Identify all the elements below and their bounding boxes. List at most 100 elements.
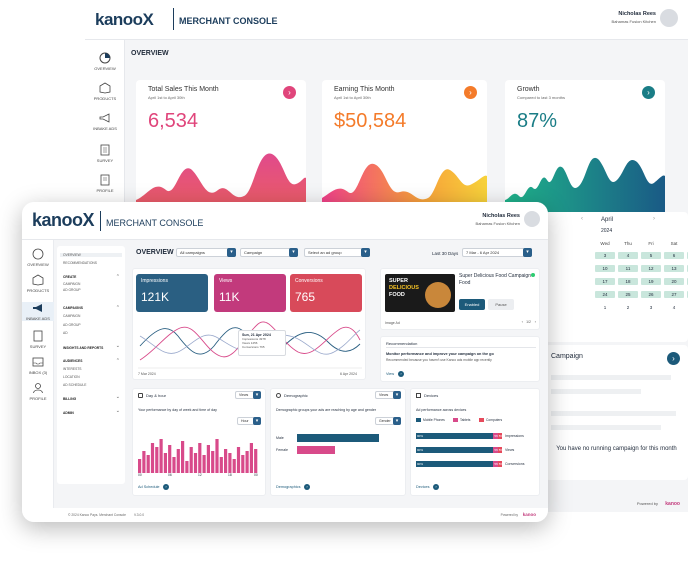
- back-nav-ads[interactable]: INBAKE ADS: [85, 112, 125, 131]
- cal-prev-button[interactable]: ‹: [581, 216, 583, 222]
- subnav-billing[interactable]: BILLING: [63, 397, 77, 401]
- all-campaigns-select[interactable]: All campaigns ▾: [176, 248, 236, 257]
- rec-view-link[interactable]: View: [386, 372, 395, 376]
- back-logo[interactable]: kanooX: [95, 10, 154, 29]
- subnav-insights[interactable]: INSIGHTS AND REPORTS: [63, 346, 104, 350]
- back-nav-products[interactable]: PRODUCTS: [85, 82, 125, 101]
- front-nav-survey[interactable]: SURVEY: [22, 330, 54, 349]
- front-nav-inbox[interactable]: INBOX (3): [22, 356, 54, 375]
- arrow-right-icon[interactable]: ›: [433, 484, 439, 490]
- front-nav-profile[interactable]: PROFILE: [22, 382, 54, 401]
- campaign-select[interactable]: Campaign ▾: [240, 248, 298, 257]
- back-nav-profile[interactable]: PROFILE: [85, 174, 125, 193]
- cal-date[interactable]: 20: [664, 278, 684, 285]
- device-segment-tablet: 5%: [493, 461, 498, 467]
- chevron-down-icon[interactable]: ⌄: [115, 343, 120, 349]
- front-nav-ads[interactable]: INBAKE ADS: [22, 302, 54, 321]
- subnav-campaign[interactable]: CAMPAIGN: [63, 314, 81, 318]
- subnav-ad-schedule[interactable]: AD SCHEDULE: [63, 383, 87, 387]
- cal-date[interactable]: 10: [595, 265, 615, 272]
- back-nav-overview[interactable]: OVERVIEW: [85, 52, 125, 71]
- front-nav-products[interactable]: PRODUCTS: [22, 274, 54, 293]
- kpi-open-button[interactable]: ›: [464, 86, 477, 99]
- demographics-link[interactable]: Demographics: [276, 485, 301, 489]
- cal-date[interactable]: 11: [618, 265, 638, 272]
- arrow-right-icon[interactable]: ›: [304, 484, 310, 490]
- back-avatar[interactable]: [660, 9, 678, 27]
- cal-date[interactable]: 19: [641, 278, 661, 285]
- cal-date[interactable]: 3: [595, 252, 615, 259]
- chevron-down-icon[interactable]: ⌄: [115, 394, 120, 400]
- subnav-create-adgroup[interactable]: AD GROUP: [63, 288, 81, 292]
- front-logo[interactable]: kanooX: [32, 210, 95, 230]
- subnav-location[interactable]: LOCATION: [63, 375, 80, 379]
- subnav-ad[interactable]: AD: [63, 331, 68, 335]
- cal-date[interactable]: 24: [595, 291, 615, 298]
- cal-date[interactable]: 13: [664, 265, 684, 272]
- back-nav-survey[interactable]: SURVEY: [85, 144, 125, 163]
- front-avatar[interactable]: [524, 211, 540, 227]
- chevron-up-icon[interactable]: ⌃: [115, 358, 120, 364]
- pause-button[interactable]: Pause: [488, 299, 514, 310]
- cal-date[interactable]: 2: [626, 305, 630, 310]
- kpi-open-button[interactable]: ›: [283, 86, 296, 99]
- cal-date[interactable]: 12: [641, 265, 661, 272]
- cal-date[interactable]: 4: [672, 305, 676, 310]
- subnav-adgroup[interactable]: AD GROUP: [63, 323, 81, 327]
- arrow-right-icon[interactable]: ›: [398, 371, 404, 377]
- front-nav-overview[interactable]: OVERVIEW: [22, 248, 54, 267]
- chevron-down-icon[interactable]: ⌄: [115, 408, 120, 414]
- demographic-metric-select[interactable]: Views ▾: [375, 391, 401, 399]
- metric-impressions[interactable]: Impressions 121K: [136, 274, 208, 312]
- kpi-open-button[interactable]: ›: [642, 86, 655, 99]
- demographic-desc: Demographic groups your ads are reaching…: [276, 408, 377, 412]
- cal-date[interactable]: 5: [641, 252, 661, 259]
- select-value: Views: [239, 393, 249, 397]
- front-nav-inbox-label: INBOX (3): [28, 370, 48, 375]
- kpi-subtitle: April 1st to April 30th: [334, 95, 371, 100]
- cal-next-button[interactable]: ›: [653, 216, 655, 222]
- front-footer: © 2024 Kanoo Pays. Merchant Console V.3.…: [22, 508, 548, 522]
- subnav-recommendations[interactable]: RECOMMENDATIONS: [63, 261, 98, 265]
- subnav-create[interactable]: CREATE: [63, 275, 77, 279]
- cal-date[interactable]: 26: [641, 291, 661, 298]
- pager-next[interactable]: ›: [534, 319, 536, 324]
- skeleton-line: [551, 389, 641, 394]
- cal-date[interactable]: 6: [664, 252, 684, 259]
- cal-day-header: Thu: [624, 241, 632, 246]
- date-range-select[interactable]: 7 Mar - 6 Apr 2024 ▾: [462, 248, 532, 257]
- x-tick: 12: [198, 473, 202, 477]
- subnav-overview[interactable]: OVERVIEW: [60, 253, 122, 257]
- skeleton-line: [551, 425, 661, 430]
- dayhour-granularity-select[interactable]: Hour ▾: [237, 417, 261, 425]
- chevron-down-icon: ▾: [253, 391, 261, 399]
- cal-date[interactable]: 4: [618, 252, 638, 259]
- metric-conversions[interactable]: Conversions 765: [290, 274, 362, 312]
- cal-date[interactable]: 27: [664, 291, 684, 298]
- devices-link[interactable]: Devices: [416, 485, 430, 489]
- metric-views[interactable]: Views 11K: [214, 274, 286, 312]
- campaign-open-button[interactable]: ›: [667, 352, 680, 365]
- cal-date[interactable]: 3: [649, 305, 653, 310]
- dayhour-metric-select[interactable]: Views ▾: [235, 391, 261, 399]
- pager-prev[interactable]: ‹: [521, 319, 523, 324]
- subnav-interests[interactable]: INTERESTS: [63, 367, 82, 371]
- chevron-up-icon[interactable]: ⌃: [115, 305, 120, 311]
- device-bar: 90%5%5%: [416, 447, 502, 453]
- kpi-value: 87%: [517, 110, 558, 132]
- demographic-group-select[interactable]: Gender ▾: [375, 417, 401, 425]
- cal-date[interactable]: 1: [603, 305, 607, 310]
- subnav-create-campaign[interactable]: CAMPAIGN: [63, 282, 81, 286]
- back-nav-survey-label: SURVEY: [96, 158, 114, 163]
- ad-schedule-link[interactable]: Ad Schedule: [138, 485, 160, 489]
- subnav-audiences[interactable]: AUDIENCES: [63, 359, 83, 363]
- ad-group-select[interactable]: Select an ad group ▾: [304, 248, 370, 257]
- subnav-campaigns[interactable]: CAMPAIGNS: [63, 306, 83, 310]
- subnav-admin[interactable]: ADMIN: [63, 411, 74, 415]
- cal-date[interactable]: 25: [618, 291, 638, 298]
- enabled-button[interactable]: Enabled: [459, 299, 485, 310]
- cal-date[interactable]: 18: [618, 278, 638, 285]
- chevron-up-icon[interactable]: ⌃: [115, 274, 120, 280]
- cal-date[interactable]: 17: [595, 278, 615, 285]
- arrow-right-icon[interactable]: ›: [163, 484, 169, 490]
